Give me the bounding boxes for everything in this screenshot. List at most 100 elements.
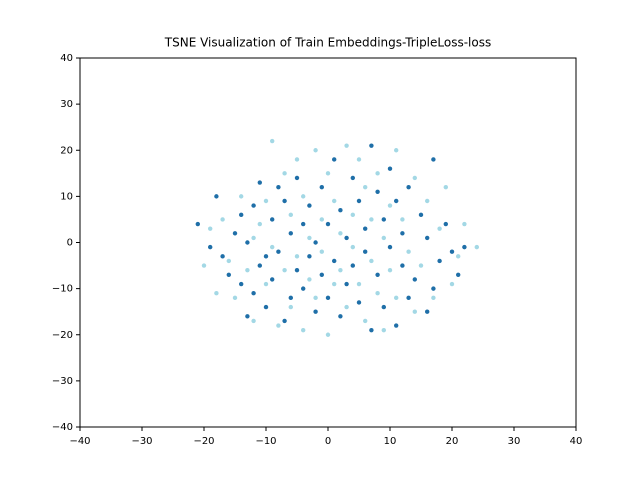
- scatter-point: [313, 295, 318, 301]
- scatter-point: [251, 291, 256, 296]
- scatter-point: [400, 217, 405, 222]
- scatter-point: [381, 235, 386, 241]
- scatter-point: [239, 194, 244, 199]
- scatter-point: [356, 198, 362, 204]
- scatter-point: [319, 249, 324, 254]
- scatter-point: [425, 198, 430, 204]
- scatter-point: [245, 240, 250, 245]
- scatter-point: [350, 263, 355, 268]
- scatter-point: [251, 318, 256, 324]
- scatter-point: [400, 231, 405, 236]
- scatter-point: [418, 263, 424, 268]
- scatter-point: [301, 194, 306, 199]
- scatter-point: [443, 221, 448, 227]
- scatter-point: [270, 138, 275, 144]
- y-tick-label: 30: [60, 99, 73, 110]
- scatter-point: [276, 249, 281, 254]
- scatter-point: [394, 323, 399, 328]
- scatter-point: [307, 277, 312, 282]
- scatter-point: [270, 244, 275, 250]
- scatter-point: [226, 272, 231, 277]
- scatter-point: [394, 198, 399, 204]
- scatter-point: [412, 309, 417, 314]
- scatter-point: [456, 272, 461, 277]
- scatter-point: [344, 281, 349, 287]
- scatter-point: [325, 171, 331, 176]
- scatter-point: [350, 212, 355, 218]
- scatter-point: [294, 175, 300, 181]
- scatter-point: [437, 258, 442, 264]
- scatter-point: [232, 295, 238, 301]
- scatter-point: [369, 327, 374, 333]
- scatter-point: [387, 166, 393, 171]
- scatter-point: [270, 217, 275, 222]
- scatter-point: [363, 318, 368, 324]
- scatter-point: [276, 184, 281, 190]
- scatter-point: [301, 286, 306, 291]
- scatter-point: [474, 244, 479, 250]
- scatter-point: [381, 327, 386, 333]
- scatter-point: [214, 194, 219, 199]
- scatter-point: [369, 217, 374, 222]
- scatter-point: [375, 291, 380, 296]
- scatter-point: [437, 226, 442, 231]
- scatter-point: [288, 295, 293, 301]
- scatter-point: [282, 267, 287, 273]
- scatter-point: [412, 277, 417, 282]
- scatter-point: [257, 221, 262, 227]
- scatter-point: [369, 258, 374, 264]
- scatter-point: [294, 267, 300, 273]
- scatter-point: [325, 295, 331, 301]
- scatter-point: [239, 281, 244, 287]
- y-tick-label: −20: [52, 330, 73, 341]
- scatter-point: [394, 295, 399, 301]
- scatter-point: [363, 226, 368, 231]
- scatter-point: [350, 175, 355, 181]
- scatter-point: [338, 314, 343, 319]
- scatter-point: [307, 235, 312, 241]
- scatter-point: [270, 277, 275, 282]
- x-tick-label: −40: [69, 436, 90, 447]
- scatter-point: [294, 254, 300, 259]
- scatter-point: [431, 286, 436, 291]
- scatter-point: [307, 203, 312, 208]
- x-tick-label: 0: [325, 436, 331, 447]
- scatter-point: [294, 157, 300, 162]
- x-tick-label: 10: [384, 436, 397, 447]
- scatter-point: [406, 184, 411, 190]
- chart-title: TSNE Visualization of Train Embeddings-T…: [164, 36, 491, 50]
- scatter-point: [195, 221, 200, 227]
- scatter-point: [462, 244, 467, 250]
- scatter-point: [257, 180, 262, 185]
- scatter-point: [381, 304, 386, 310]
- scatter-point: [208, 244, 213, 250]
- scatter-point: [356, 300, 362, 305]
- scatter-point: [319, 217, 324, 222]
- scatter-point: [369, 143, 374, 148]
- scatter-point: [449, 249, 455, 254]
- scatter-point: [282, 171, 287, 176]
- scatter-point: [301, 327, 306, 333]
- x-tick-label: −20: [193, 436, 214, 447]
- scatter-point: [319, 184, 324, 190]
- x-tick-label: −30: [131, 436, 152, 447]
- scatter-point: [257, 263, 262, 268]
- x-tick-label: 30: [508, 436, 521, 447]
- scatter-point: [220, 217, 225, 222]
- scatter-point: [220, 254, 225, 259]
- scatter-point: [332, 198, 337, 204]
- scatter-point: [338, 267, 343, 273]
- scatter-point: [356, 157, 362, 162]
- scatter-point: [381, 217, 386, 222]
- scatter-point: [232, 231, 238, 236]
- scatter-point: [418, 212, 424, 218]
- scatter-point: [375, 171, 380, 176]
- scatter-point: [201, 263, 207, 268]
- scatter-point: [338, 231, 343, 236]
- scatter-point: [307, 254, 312, 259]
- y-tick-label: 20: [60, 145, 73, 156]
- x-tick-label: −10: [255, 436, 276, 447]
- y-tick-label: 10: [60, 191, 73, 202]
- scatter-point: [412, 175, 417, 181]
